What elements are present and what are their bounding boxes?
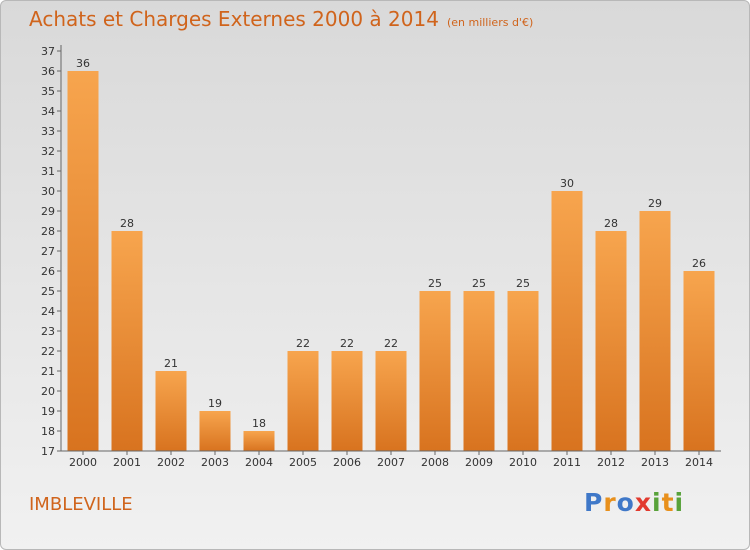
bar-2002: [155, 371, 187, 451]
bar-2014: [683, 271, 715, 451]
y-tick-label-29: 29: [41, 205, 55, 218]
x-tick-label-2014: 2014: [685, 456, 713, 469]
y-tick-label-19: 19: [41, 405, 55, 418]
y-tick-label-23: 23: [41, 325, 55, 338]
x-tick-label-2012: 2012: [597, 456, 625, 469]
bar-2008: [419, 291, 451, 451]
x-tick-label-2010: 2010: [509, 456, 537, 469]
data-label-2014: 26: [692, 257, 706, 270]
bar-2011: [551, 191, 583, 451]
logo-letter: x: [634, 488, 652, 517]
data-label-2001: 28: [120, 217, 134, 230]
data-label-2012: 28: [604, 217, 618, 230]
x-tick-label-2005: 2005: [289, 456, 317, 469]
x-tick-label-2003: 2003: [201, 456, 229, 469]
x-tick-label-2013: 2013: [641, 456, 669, 469]
chart-subtitle: (en milliers d'€): [446, 16, 534, 29]
data-label-2004: 18: [252, 417, 266, 430]
data-label-2008: 25: [428, 277, 442, 290]
data-label-2005: 22: [296, 337, 310, 350]
bar-2004: [243, 431, 275, 451]
y-tick-label-25: 25: [41, 285, 55, 298]
bar-2007: [375, 351, 407, 451]
axes-group: 2000 2001 2002 2003 2004 2005 2006 2007 2008 2009…: [41, 45, 721, 469]
y-tick-label-36: 36: [41, 65, 55, 78]
bar-2012: [595, 231, 627, 451]
bar-2003: [199, 411, 231, 451]
chart-title-text: Achats et Charges Externes 2000 à 2014: [29, 7, 439, 31]
data-label-2000: 36: [76, 57, 90, 70]
data-label-2007: 22: [384, 337, 398, 350]
logo-letter: t: [661, 488, 675, 517]
x-tick-label-2002: 2002: [157, 456, 185, 469]
bar-2009: [463, 291, 495, 451]
bar-2005: [287, 351, 319, 451]
y-tick-label-24: 24: [41, 305, 55, 318]
x-tick-label-2007: 2007: [377, 456, 405, 469]
y-tick-label-28: 28: [41, 225, 55, 238]
logo-letter: P: [584, 488, 604, 517]
y-tick-label-17: 17: [41, 445, 55, 458]
logo-letter: o: [616, 488, 635, 517]
data-label-2010: 25: [516, 277, 530, 290]
bars-group: 36 28 21 19 18 22 22 22 25 25 25 30 28 29 26: [67, 57, 715, 451]
commune-name: IMBLEVILLE: [29, 494, 133, 515]
y-tick-label-27: 27: [41, 245, 55, 258]
y-tick-label-31: 31: [41, 165, 55, 178]
y-tick-label-35: 35: [41, 85, 55, 98]
proxiti-logo: Proxiti: [584, 488, 684, 517]
data-label-2011: 30: [560, 177, 574, 190]
y-tick-label-34: 34: [41, 105, 55, 118]
bar-2006: [331, 351, 363, 451]
bar-2010: [507, 291, 539, 451]
x-tick-label-2009: 2009: [465, 456, 493, 469]
x-tick-label-2001: 2001: [113, 456, 141, 469]
data-label-2006: 22: [340, 337, 354, 350]
y-tick-label-26: 26: [41, 265, 55, 278]
x-tick-label-2006: 2006: [333, 456, 361, 469]
data-label-2013: 29: [648, 197, 662, 210]
bar-2013: [639, 211, 671, 451]
x-tick-label-2011: 2011: [553, 456, 581, 469]
bar-2000: [67, 71, 99, 451]
data-label-2003: 19: [208, 397, 222, 410]
x-tick-label-2008: 2008: [421, 456, 449, 469]
logo-letter: i: [674, 488, 685, 517]
y-tick-label-30: 30: [41, 185, 55, 198]
y-tick-label-20: 20: [41, 385, 55, 398]
y-tick-label-21: 21: [41, 365, 55, 378]
bar-2001: [111, 231, 143, 451]
y-tick-label-18: 18: [41, 425, 55, 438]
y-tick-label-32: 32: [41, 145, 55, 158]
x-tick-label-2004: 2004: [245, 456, 273, 469]
data-label-2009: 25: [472, 277, 486, 290]
chart-title: Achats et Charges Externes 2000 à 2014 (e…: [29, 7, 533, 31]
logo-letter: r: [603, 488, 617, 517]
y-tick-label-37: 37: [41, 45, 55, 58]
y-tick-label-22: 22: [41, 345, 55, 358]
y-tick-label-33: 33: [41, 125, 55, 138]
logo-letter: i: [652, 488, 662, 517]
data-label-2002: 21: [164, 357, 178, 370]
x-tick-label-2000: 2000: [69, 456, 97, 469]
